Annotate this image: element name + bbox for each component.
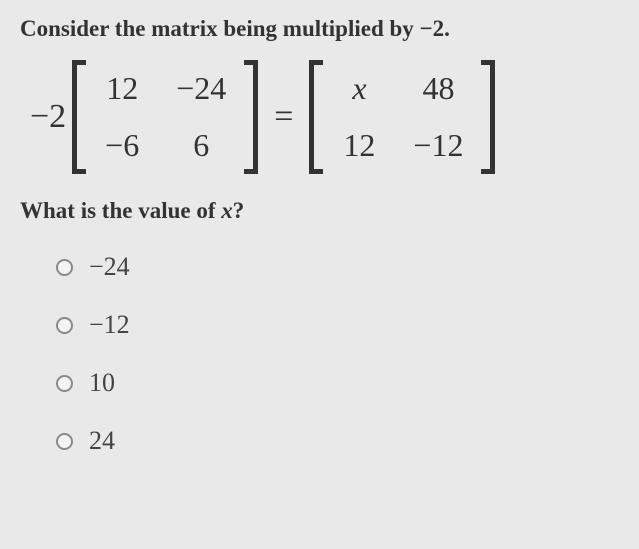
question-var: x (221, 198, 233, 223)
option-row[interactable]: −24 (56, 252, 619, 282)
lm-r1c1: 12 (104, 70, 140, 107)
option-row[interactable]: −12 (56, 310, 619, 340)
option-row[interactable]: 24 (56, 426, 619, 456)
prompt-text: Consider the matrix being multiplied by … (20, 16, 619, 42)
option-label: −24 (89, 252, 130, 282)
rm-r2c2: −12 (413, 127, 463, 164)
equation-block: −2 12 −24 −6 6 = x 48 12 −12 (20, 60, 619, 174)
prompt-before: Consider the matrix being multiplied by (20, 16, 420, 41)
radio-icon[interactable] (56, 433, 73, 450)
lm-r2c1: −6 (104, 127, 140, 164)
rm-r1c2: 48 (413, 70, 463, 107)
left-matrix: 12 −24 −6 6 (72, 60, 258, 174)
lm-r2c2: 6 (176, 127, 226, 164)
option-label: 10 (89, 368, 115, 398)
rm-r2c1: 12 (341, 127, 377, 164)
left-matrix-grid: 12 −24 −6 6 (86, 60, 244, 174)
prompt-scalar: −2 (420, 16, 445, 41)
lm-r1c2: −24 (176, 70, 226, 107)
option-label: −12 (89, 310, 130, 340)
right-matrix: x 48 12 −12 (309, 60, 495, 174)
equals-sign: = (274, 98, 293, 136)
radio-icon[interactable] (56, 317, 73, 334)
radio-icon[interactable] (56, 259, 73, 276)
scalar: −2 (30, 98, 66, 136)
rm-r1c1: x (341, 70, 377, 107)
options-list: −24 −12 10 24 (20, 252, 619, 456)
bracket-right (244, 60, 258, 174)
option-row[interactable]: 10 (56, 368, 619, 398)
bracket-left (72, 60, 86, 174)
bracket-left (309, 60, 323, 174)
prompt-after: . (444, 16, 450, 41)
question-text: What is the value of x? (20, 198, 619, 224)
option-label: 24 (89, 426, 115, 456)
question-before: What is the value of (20, 198, 221, 223)
right-matrix-grid: x 48 12 −12 (323, 60, 481, 174)
bracket-right (481, 60, 495, 174)
equation: −2 12 −24 −6 6 = x 48 12 −12 (30, 60, 619, 174)
question-card: Consider the matrix being multiplied by … (0, 0, 639, 504)
question-after: ? (233, 198, 245, 223)
radio-icon[interactable] (56, 375, 73, 392)
